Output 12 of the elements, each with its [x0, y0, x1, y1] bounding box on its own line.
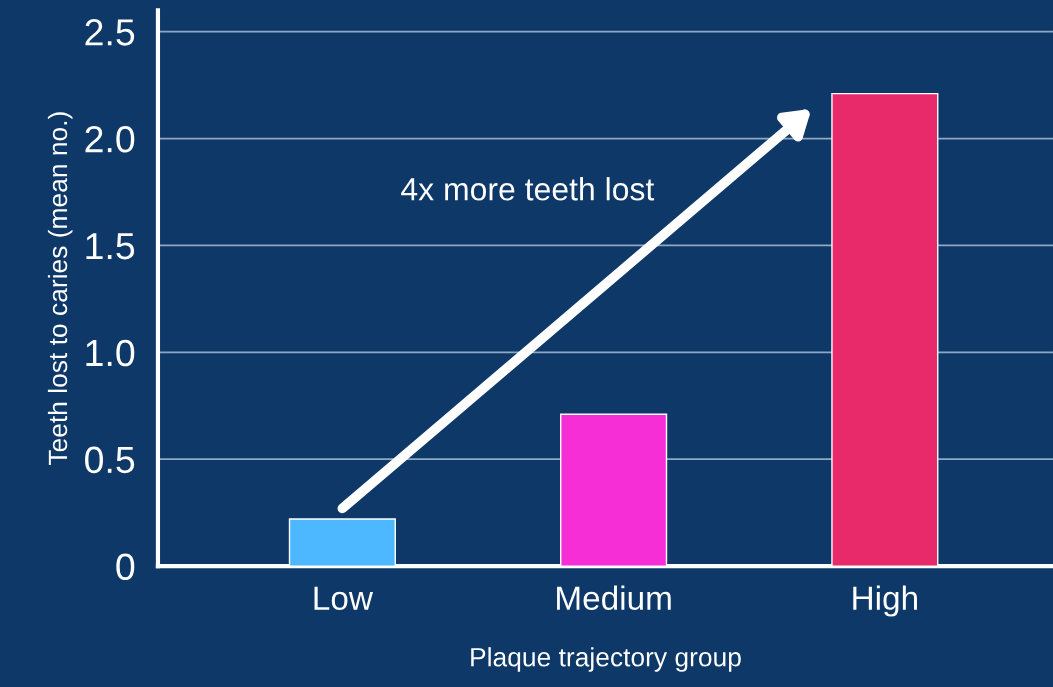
y-axis-title: Teeth lost to caries (mean no.) — [47, 112, 73, 466]
x-tick-label: Medium — [557, 585, 671, 611]
y-tick-label: 2.5 — [85, 19, 135, 46]
y-tick-label: 0 — [116, 553, 135, 581]
y-tick-label: 1.0 — [86, 339, 135, 367]
x-tick-label: High — [853, 585, 917, 617]
y-tick-label: 2.0 — [85, 125, 135, 153]
y-tick-label: 0.5 — [85, 446, 135, 474]
x-axis-title: Plaque trajectory group — [471, 647, 741, 672]
y-tick-label: 1.5 — [86, 233, 135, 260]
x-tick-label: Low — [314, 586, 374, 611]
annotation: 4x more teeth lost — [401, 177, 655, 201]
